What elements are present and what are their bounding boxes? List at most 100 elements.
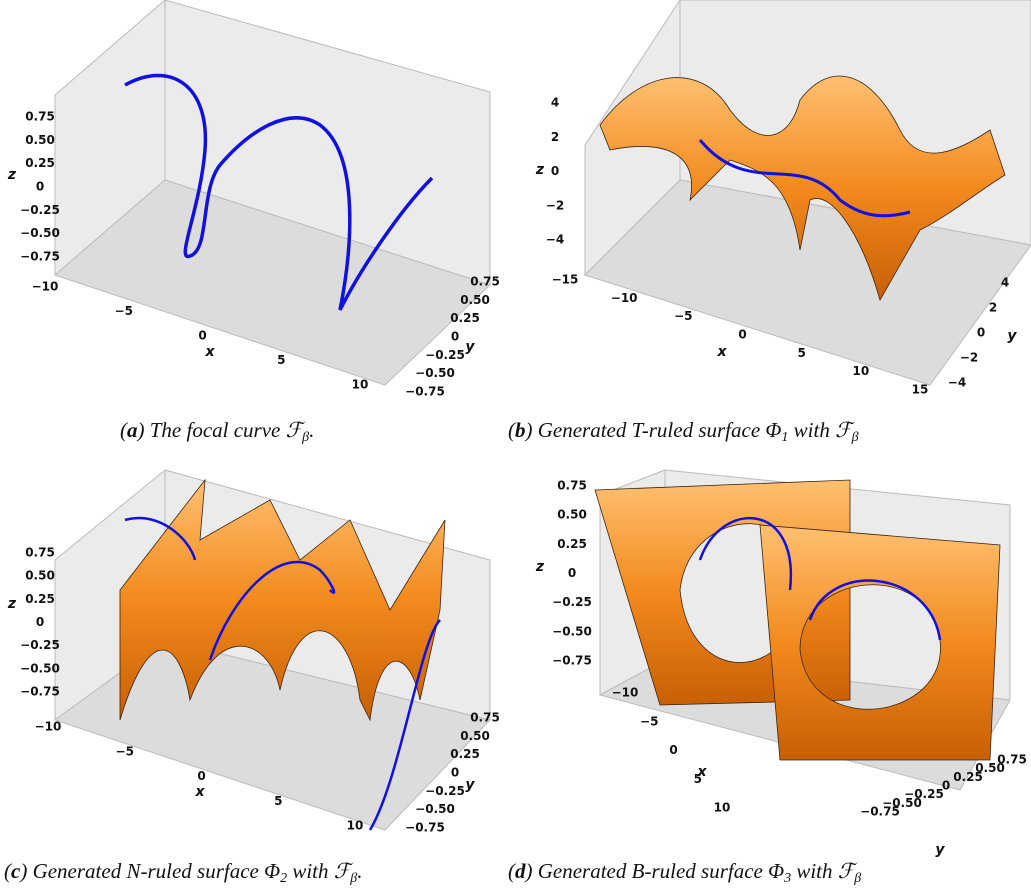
caption-part: with ℱ bbox=[791, 859, 858, 883]
y-tick-label: −2 bbox=[960, 351, 978, 365]
y-tick-label: −4 bbox=[948, 376, 966, 390]
caption-part: 3 bbox=[783, 871, 791, 886]
caption-part: 2 bbox=[280, 871, 287, 886]
x-axis-label: x bbox=[204, 344, 215, 360]
x-tick-label: −10 bbox=[612, 686, 639, 700]
z-tick-label: 0.75 bbox=[25, 546, 55, 560]
caption-part: β bbox=[853, 871, 861, 886]
caption-part: ) Generated B-ruled surface Φ bbox=[525, 859, 785, 883]
x-tick-label: 5 bbox=[277, 353, 285, 367]
z-tick-label: 0.50 bbox=[25, 133, 55, 147]
z-tick-label: −2 bbox=[546, 198, 564, 212]
z-tick-label: 0.25 bbox=[25, 156, 55, 170]
x-tick-label: −5 bbox=[640, 714, 658, 728]
x-tick-label: 5 bbox=[274, 794, 282, 808]
caption: (d) Generated B-ruled surface Φ3 with ℱβ bbox=[508, 859, 861, 886]
x-tick-label: 5 bbox=[797, 346, 805, 360]
caption-part: β bbox=[301, 430, 309, 445]
caption: (a) The focal curve ℱβ. bbox=[120, 418, 314, 445]
z-tick-label: 2 bbox=[551, 130, 559, 144]
z-tick-label: −0.50 bbox=[20, 226, 60, 240]
caption-part: with ℱ bbox=[287, 859, 354, 883]
y-tick-label: 0.75 bbox=[470, 711, 500, 725]
x-tick-label: −5 bbox=[116, 744, 134, 758]
x-tick-label: 0 bbox=[738, 328, 746, 342]
x-tick-label: −15 bbox=[552, 273, 579, 287]
y-tick-label: −0.25 bbox=[425, 348, 465, 362]
caption-part: . bbox=[309, 418, 314, 442]
z-tick-label: 0.75 bbox=[25, 110, 55, 124]
x-tick-label: −10 bbox=[35, 720, 62, 734]
y-tick-label: −0.75 bbox=[405, 385, 445, 399]
caption-part: β bbox=[851, 430, 859, 445]
x-tick-label: −5 bbox=[115, 304, 133, 318]
z-tick-label: −0.75 bbox=[20, 250, 60, 264]
z-tick-label: 0.25 bbox=[25, 592, 55, 606]
y-tick-label: 0.25 bbox=[450, 311, 480, 325]
figure: 0.750.500.250−0.25−0.50−0.75−10−505100.7… bbox=[0, 0, 1031, 895]
y-axis-label: y bbox=[935, 842, 945, 858]
y-axis-label: y bbox=[1007, 328, 1017, 344]
y-axis-label: y bbox=[465, 777, 475, 793]
caption-part: 1 bbox=[781, 430, 788, 445]
caption-part: with ℱ bbox=[788, 418, 855, 442]
x-tick-label: 10 bbox=[714, 801, 731, 815]
x-tick-label: 15 bbox=[912, 383, 929, 397]
y-tick-label: −0.50 bbox=[415, 366, 455, 380]
caption-part: ) The focal curve ℱ bbox=[137, 418, 306, 442]
z-tick-label: −4 bbox=[546, 233, 564, 247]
y-tick-label: −0.75 bbox=[860, 805, 900, 819]
z-axis-label: z bbox=[7, 596, 17, 612]
y-tick-label: −0.25 bbox=[425, 784, 465, 798]
x-axis-label: x bbox=[194, 784, 205, 800]
y-tick-label: 0.25 bbox=[450, 747, 480, 761]
y-tick-label: 0 bbox=[451, 330, 459, 344]
caption-part: . bbox=[357, 859, 362, 883]
z-tick-label: 0 bbox=[568, 566, 576, 580]
z-tick-label: −0.25 bbox=[20, 638, 60, 652]
x-tick-label: −10 bbox=[32, 280, 59, 294]
caption-part: ) Generated N-ruled surface Φ bbox=[19, 859, 280, 883]
x-tick-label: 0 bbox=[669, 743, 677, 757]
x-tick-label: −5 bbox=[674, 309, 692, 323]
caption: (c) Generated N-ruled surface Φ2 with ℱβ… bbox=[4, 859, 363, 886]
y-tick-label: 0 bbox=[977, 326, 985, 340]
z-tick-label: 0 bbox=[551, 164, 559, 178]
z-tick-label: −0.25 bbox=[20, 203, 60, 217]
x-tick-label: 10 bbox=[852, 364, 869, 378]
y-axis-label: y bbox=[465, 339, 475, 355]
y-tick-label: 2 bbox=[989, 301, 997, 315]
y-tick-label: 0 bbox=[451, 766, 459, 780]
z-tick-label: −0.75 bbox=[20, 685, 60, 699]
z-tick-label: −0.50 bbox=[20, 661, 60, 675]
z-tick-label: −0.75 bbox=[552, 654, 592, 668]
z-tick-label: 0 bbox=[36, 615, 44, 629]
z-tick-label: 0.75 bbox=[557, 479, 587, 493]
z-axis-label: z bbox=[535, 559, 545, 575]
y-tick-label: −0.50 bbox=[415, 802, 455, 816]
z-tick-label: 0.50 bbox=[557, 508, 587, 522]
y-tick-label: 4 bbox=[1001, 276, 1009, 290]
x-axis-label: x bbox=[716, 344, 727, 360]
caption-part: d bbox=[515, 859, 526, 883]
y-tick-label: 0.25 bbox=[953, 770, 983, 784]
z-axis-label: z bbox=[7, 167, 17, 183]
z-tick-label: 0.25 bbox=[557, 537, 587, 551]
x-tick-label: 10 bbox=[347, 819, 364, 833]
x-tick-label: 0 bbox=[197, 769, 205, 783]
z-tick-label: 0.50 bbox=[25, 569, 55, 583]
x-tick-label: −10 bbox=[611, 291, 638, 305]
y-tick-label: −0.75 bbox=[405, 821, 445, 835]
caption-part: ) Generated T-ruled surface Φ bbox=[525, 418, 782, 442]
y-tick-label: 0.75 bbox=[470, 275, 500, 289]
z-tick-label: −0.50 bbox=[552, 624, 592, 638]
x-tick-label: 0 bbox=[198, 329, 206, 343]
y-tick-label: 0.50 bbox=[460, 293, 490, 307]
caption-part: b bbox=[515, 418, 526, 442]
z-tick-label: 4 bbox=[551, 96, 559, 110]
x-tick-label: 10 bbox=[352, 378, 369, 392]
y-tick-label: 0.50 bbox=[460, 729, 490, 743]
caption-part: β bbox=[349, 871, 357, 886]
caption: (b) Generated T-ruled surface Φ1 with ℱβ bbox=[508, 418, 859, 445]
z-tick-label: 0 bbox=[36, 180, 44, 194]
